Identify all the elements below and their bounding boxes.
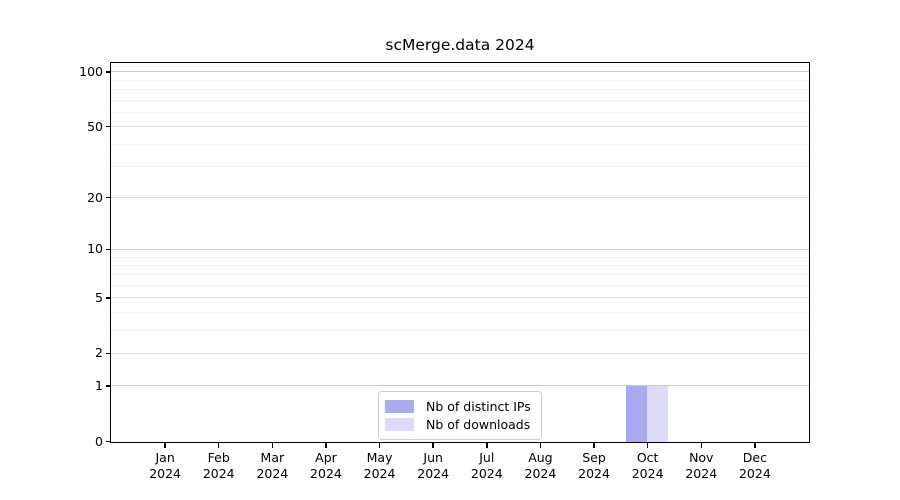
x-tick-mark-aug [539, 443, 542, 448]
gridline-minor-9 [111, 256, 809, 258]
x-tick-label-sep: Sep 2024 [578, 450, 610, 481]
legend-item-distinct-ips: Nb of distinct IPs [385, 397, 533, 416]
x-tick-mark-jun [432, 443, 434, 448]
gridline-minor-80 [111, 88, 809, 90]
x-tick-mark-jan [164, 443, 166, 448]
gridline-minor-7 [111, 274, 809, 276]
gridline-minor-70 [111, 99, 809, 101]
gridlines-layer [111, 63, 809, 442]
x-tick-label-may: May 2024 [363, 450, 396, 481]
y-tick-mark-1 [106, 385, 111, 387]
gridline-minor-8 [111, 264, 809, 266]
y-tick-mark-2 [106, 352, 111, 355]
legend-item-downloads: Nb of downloads [385, 416, 533, 435]
legend-label-distinct-ips: Nb of distinct IPs [426, 398, 531, 414]
x-tick-label-jun: Jun 2024 [417, 450, 450, 481]
gridline-minor-40 [111, 143, 809, 145]
x-tick-label-jan: Jan 2024 [149, 450, 182, 481]
y-tick-mark-10 [106, 248, 111, 251]
y-tick-label-100: 100 [79, 63, 103, 79]
x-tick-mark-dec [754, 443, 756, 448]
y-tick-label-50: 50 [87, 118, 103, 134]
y-tick-label-1: 1 [95, 377, 103, 393]
bar-nb-of-downloads-oct [647, 386, 669, 442]
x-tick-mark-mar [271, 443, 274, 448]
gridline-minor-60 [111, 111, 809, 113]
x-tick-mark-sep [593, 443, 595, 448]
gridline-minor-90 [111, 79, 809, 81]
x-tick-mark-nov [700, 443, 703, 448]
x-tick-label-dec: Dec 2024 [738, 450, 771, 481]
plot-area [110, 62, 810, 443]
x-tick-label-nov: Nov 2024 [685, 450, 718, 481]
gridline-5 [111, 297, 809, 299]
bar-nb-of-distinct-ips-oct [626, 386, 648, 442]
gridline-minor-6 [111, 285, 809, 287]
legend-swatch-downloads [385, 418, 414, 432]
y-tick-label-10: 10 [87, 241, 103, 257]
gridline-20 [111, 197, 809, 199]
y-tick-mark-20 [106, 196, 111, 199]
x-tick-mark-may [378, 443, 381, 448]
gridline-2 [111, 352, 809, 354]
gridline-minor-3 [111, 329, 809, 331]
x-tick-label-oct: Oct 2024 [631, 450, 664, 481]
y-tick-mark-5 [106, 297, 111, 299]
y-tick-label-0: 0 [95, 433, 103, 449]
legend-swatch-distinct-ips [385, 399, 414, 413]
gridline-minor-4 [111, 312, 809, 314]
x-tick-mark-jul [486, 443, 488, 448]
y-tick-label-5: 5 [95, 289, 103, 305]
y-tick-mark-50 [106, 125, 111, 128]
gridline-50 [111, 126, 809, 128]
gridline-1 [111, 385, 809, 387]
x-tick-label-mar: Mar 2024 [256, 450, 289, 481]
y-tick-mark-0 [106, 440, 111, 443]
x-tick-mark-oct [646, 443, 649, 448]
legend: Nb of distinct IPs Nb of downloads [378, 391, 542, 440]
bars-layer [111, 63, 809, 442]
gridline-minor-30 [111, 165, 809, 167]
x-tick-mark-apr [325, 443, 327, 448]
x-tick-label-feb: Feb 2024 [202, 450, 235, 481]
chart-title: scMerge.data 2024 [385, 36, 535, 54]
y-tick-mark-100 [106, 71, 111, 73]
y-tick-label-20: 20 [87, 189, 103, 205]
gridline-10 [111, 248, 809, 250]
x-tick-mark-feb [217, 443, 220, 448]
x-tick-label-apr: Apr 2024 [310, 450, 342, 481]
legend-label-downloads: Nb of downloads [426, 417, 531, 433]
x-tick-label-aug: Aug 2024 [524, 450, 557, 481]
x-tick-label-jul: Jul 2024 [470, 450, 503, 481]
y-tick-label-2: 2 [95, 345, 103, 361]
gridline-100 [111, 71, 809, 73]
